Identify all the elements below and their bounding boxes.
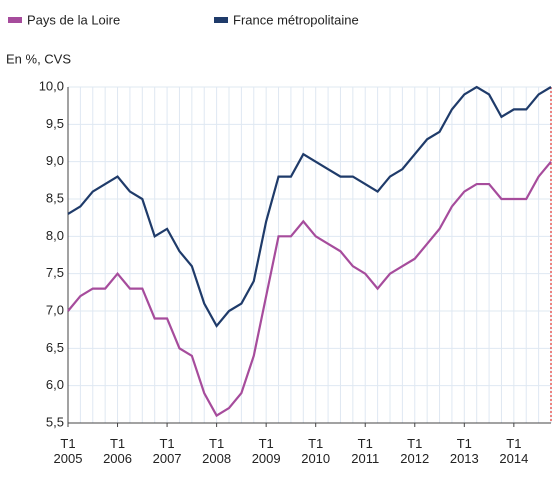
x-tick-label: T1 2009 xyxy=(252,436,281,466)
chart-subtitle: En %, CVS xyxy=(6,51,71,66)
x-tick-label: T1 2006 xyxy=(103,436,132,466)
y-tick-label: 7,0 xyxy=(46,302,64,317)
legend-label: France métropolitaine xyxy=(233,12,359,27)
y-tick-label: 10,0 xyxy=(39,78,64,93)
y-tick-label: 6,5 xyxy=(46,340,64,355)
y-tick-label: 5,5 xyxy=(46,414,64,429)
x-tick-label: T1 2012 xyxy=(400,436,429,466)
x-tick-label: T1 2007 xyxy=(153,436,182,466)
y-tick-label: 7,5 xyxy=(46,265,64,280)
legend-swatch xyxy=(8,17,22,23)
y-tick-label: 8,5 xyxy=(46,190,64,205)
y-tick-label: 6,0 xyxy=(46,377,64,392)
legend-swatch xyxy=(214,17,228,23)
x-tick-label: T1 2014 xyxy=(499,436,528,466)
x-tick-label: T1 2013 xyxy=(450,436,479,466)
y-tick-label: 8,0 xyxy=(46,228,64,243)
x-tick-label: T1 2008 xyxy=(202,436,231,466)
x-tick-label: T1 2010 xyxy=(301,436,330,466)
y-tick-label: 9,0 xyxy=(46,153,64,168)
series-line xyxy=(67,160,552,418)
x-tick-label: T1 2011 xyxy=(351,436,379,466)
y-tick-label: 9,5 xyxy=(46,116,64,131)
legend-label: Pays de la Loire xyxy=(27,12,120,27)
series-line xyxy=(67,85,552,328)
x-tick-label: T1 2005 xyxy=(54,436,83,466)
